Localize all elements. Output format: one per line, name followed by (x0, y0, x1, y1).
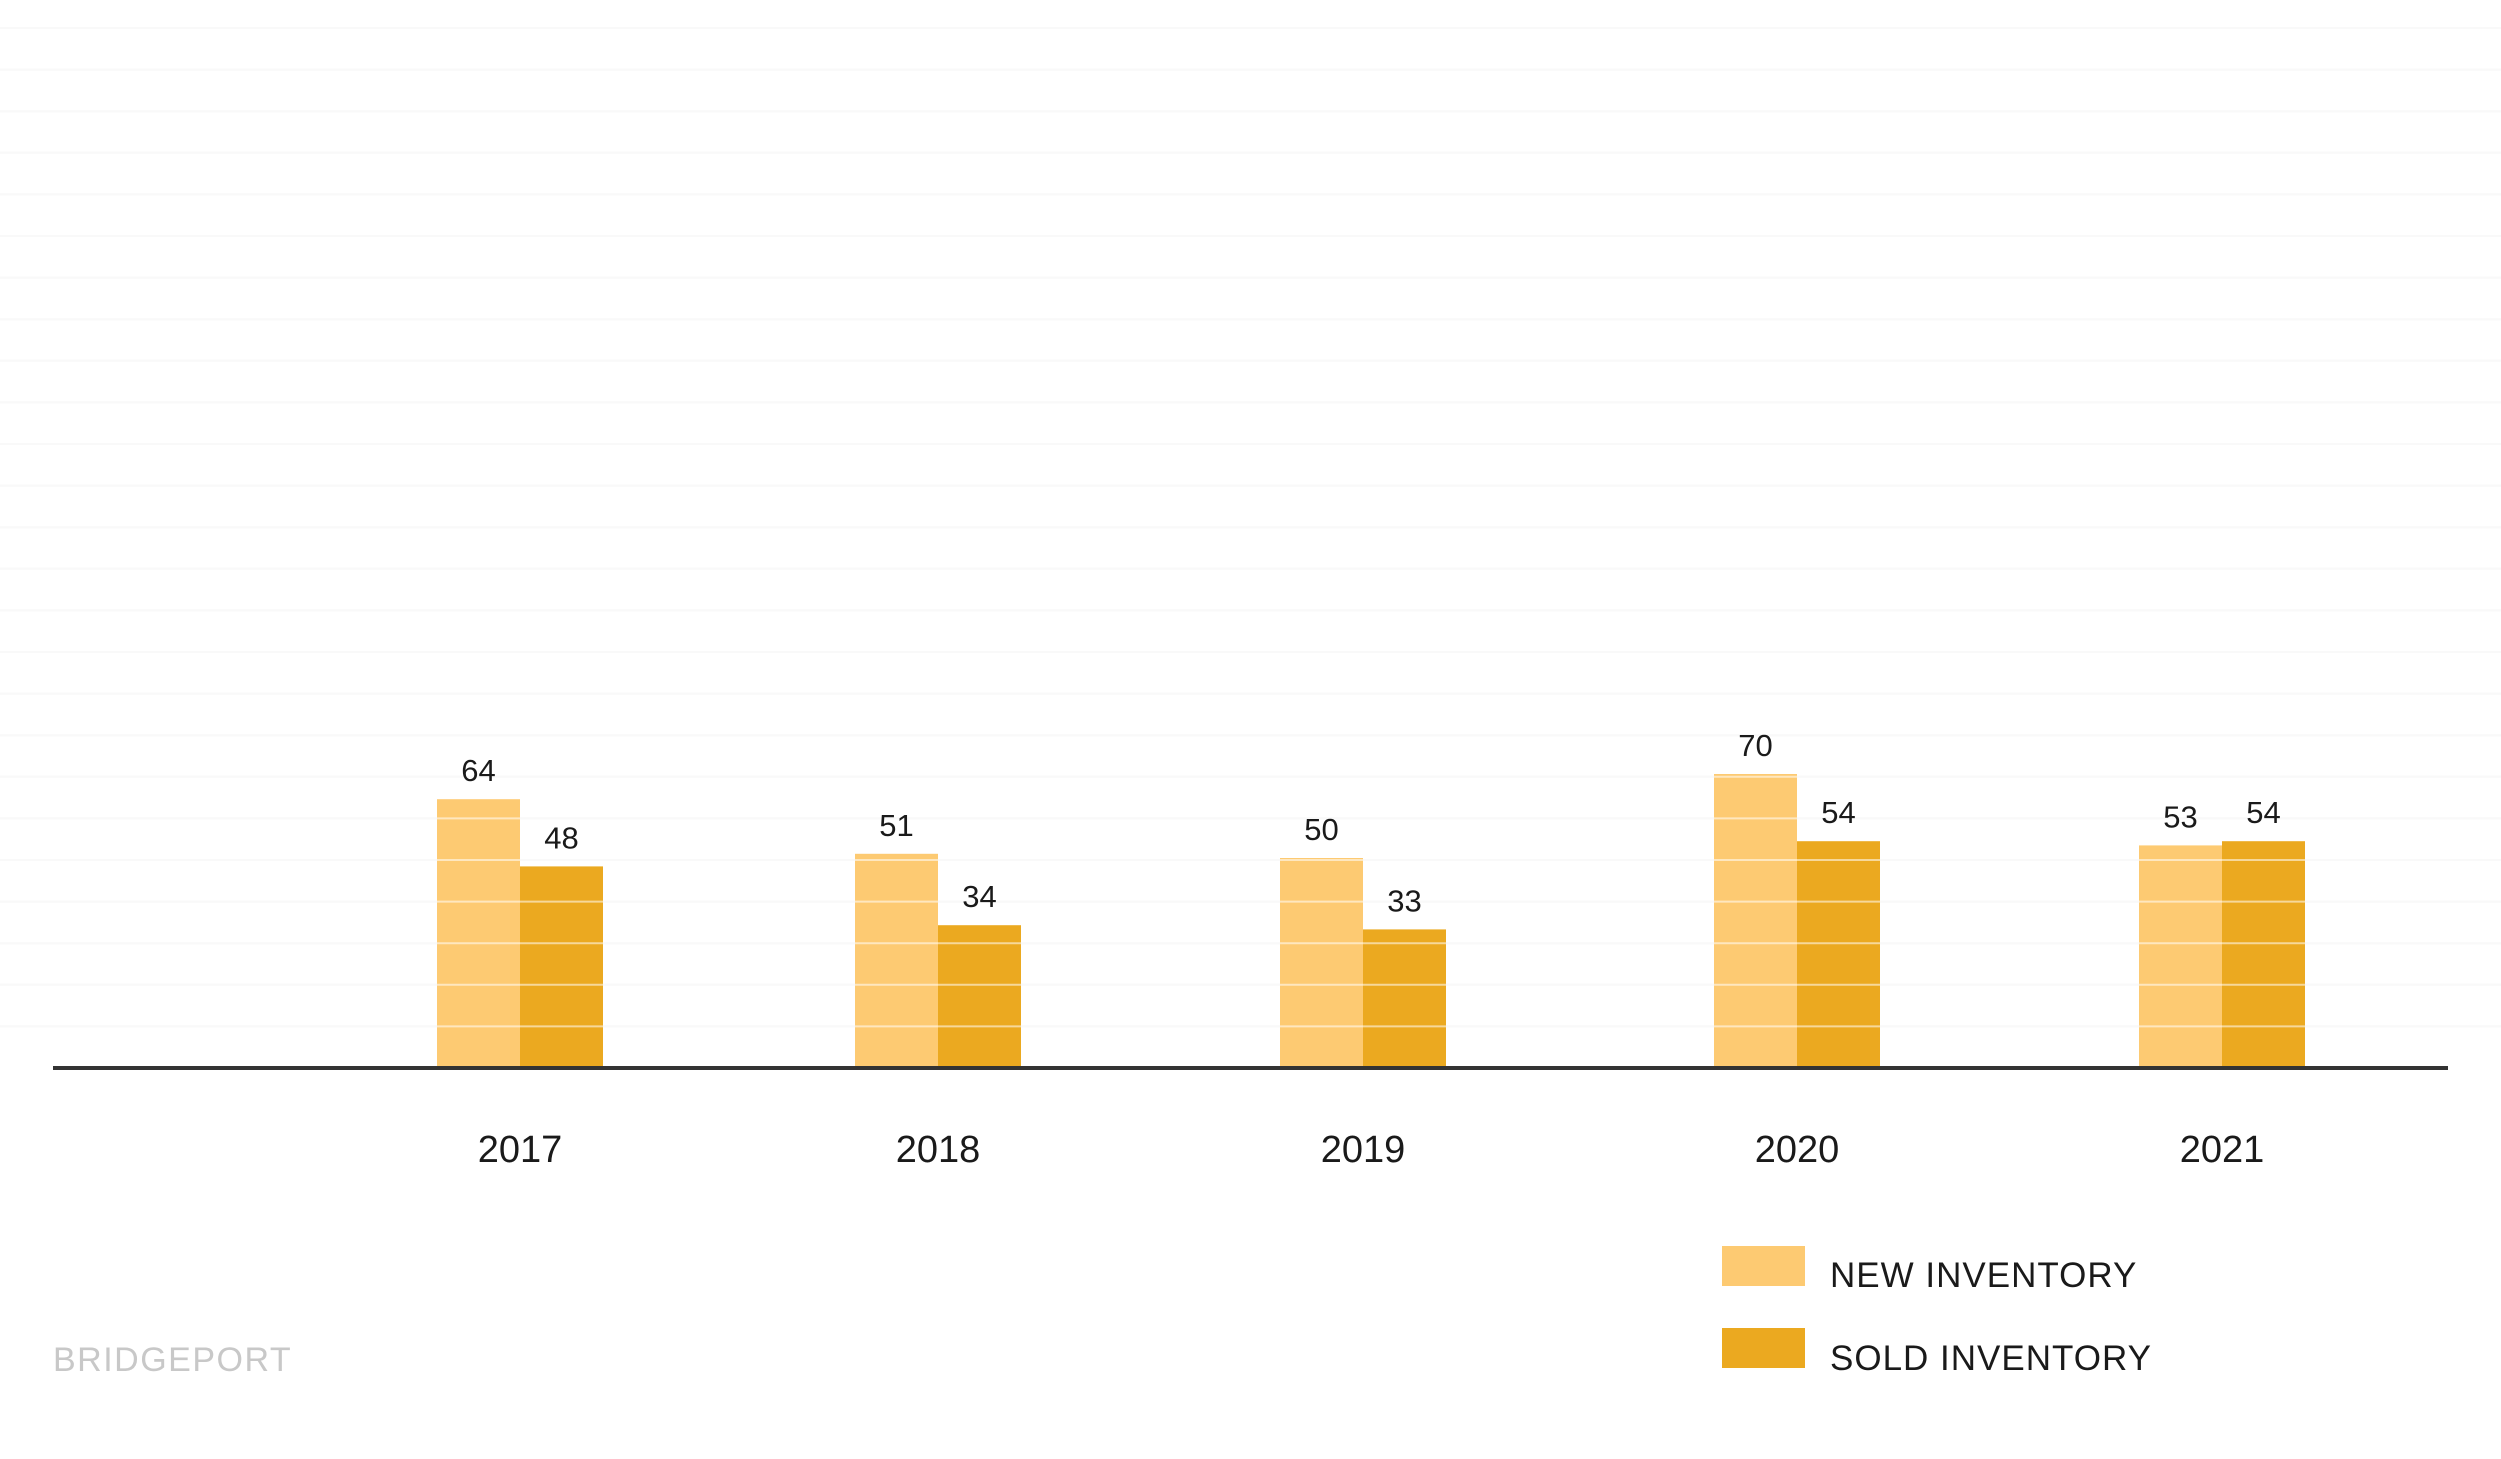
legend-item-sold-inventory: SOLD INVENTORY (1722, 1328, 2152, 1378)
bar-sold-inventory-2020 (1797, 841, 1880, 1068)
legend-label-new-inventory: NEW INVENTORY (1830, 1256, 2137, 1295)
value-label-sold-inventory-2019: 33 (1387, 883, 1421, 918)
value-label-sold-inventory-2021: 54 (2246, 795, 2280, 830)
bar-new-inventory-2021 (2139, 845, 2222, 1068)
x-tick-label-2020: 2020 (1755, 1129, 1840, 1171)
bar-sold-inventory-2017 (520, 866, 603, 1068)
legend-swatch-new-inventory (1722, 1246, 1805, 1286)
legend: NEW INVENTORY SOLD INVENTORY (1722, 1246, 2152, 1378)
x-tick-label-2017: 2017 (478, 1129, 563, 1171)
legend-label-sold-inventory: SOLD INVENTORY (1830, 1339, 2152, 1378)
bar-new-inventory-2019 (1280, 858, 1363, 1068)
value-labels: 64 48 51 34 50 33 70 54 53 54 (461, 728, 2280, 918)
value-label-new-inventory-2021: 53 (2163, 799, 2197, 834)
x-tick-labels: 2017 2018 2019 2020 2021 (478, 1129, 2265, 1171)
bar-new-inventory-2018 (855, 853, 938, 1068)
value-label-sold-inventory-2017: 48 (544, 820, 578, 855)
bar-new-inventory-2017 (437, 799, 520, 1068)
bar-sold-inventory-2019 (1363, 929, 1446, 1068)
bars (0, 27, 2501, 1068)
bar-new-inventory-2020 (1714, 774, 1797, 1068)
value-label-new-inventory-2017: 64 (461, 753, 495, 788)
brand-watermark: BRIDGEPORT (53, 1341, 292, 1379)
value-label-new-inventory-2020: 70 (1738, 728, 1772, 763)
legend-swatch-sold-inventory (1722, 1328, 1805, 1368)
value-label-new-inventory-2018: 51 (879, 808, 913, 843)
x-tick-label-2018: 2018 (896, 1129, 981, 1171)
x-tick-label-2019: 2019 (1321, 1129, 1406, 1171)
bar-sold-inventory-2021 (2222, 841, 2305, 1068)
legend-item-new-inventory: NEW INVENTORY (1722, 1246, 2137, 1295)
value-label-sold-inventory-2020: 54 (1821, 795, 1855, 830)
x-tick-label-2021: 2021 (2180, 1129, 2265, 1171)
bar-sold-inventory-2018 (938, 925, 1021, 1068)
value-label-new-inventory-2019: 50 (1304, 812, 1338, 847)
value-label-sold-inventory-2018: 34 (962, 879, 996, 914)
